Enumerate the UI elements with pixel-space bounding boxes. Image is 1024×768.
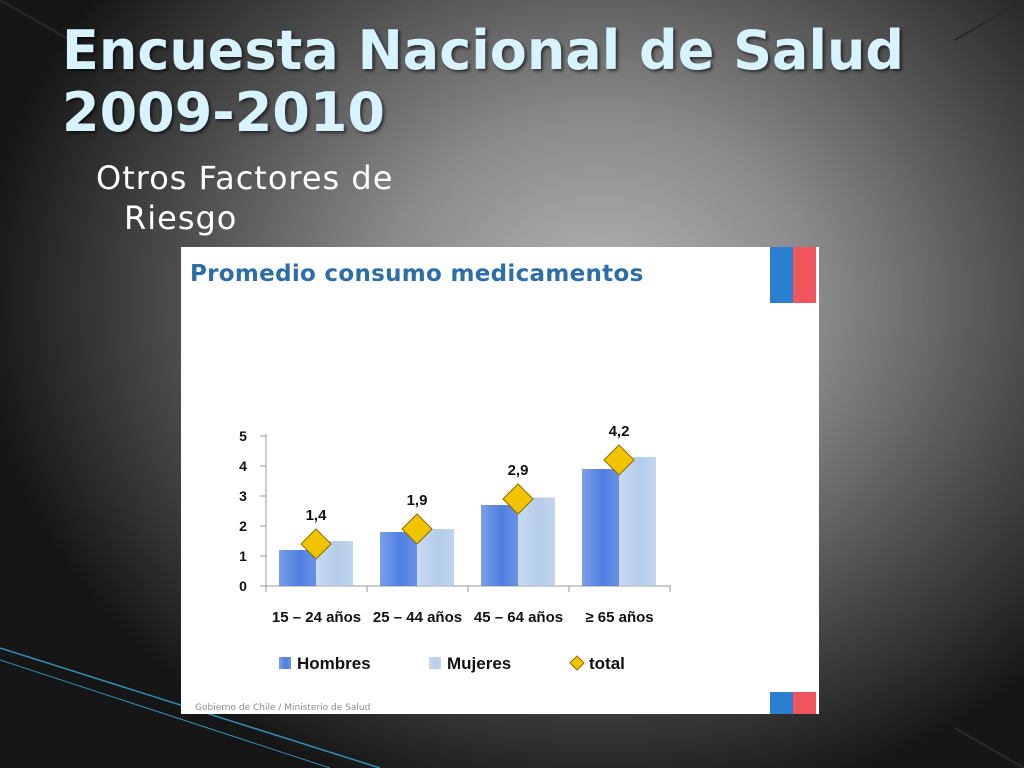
legend-label-total: total [589, 654, 625, 673]
y-tick-label: 2 [239, 518, 247, 534]
y-tick-label: 4 [239, 458, 247, 474]
legend-swatch-hombres [279, 657, 291, 669]
x-category-label: 25 – 44 años [373, 609, 462, 626]
flag-blue-stripe [770, 247, 793, 303]
flag-blue-stripe [770, 692, 793, 714]
x-category-label: 15 – 24 años [272, 609, 361, 626]
slide-subtitle: Otros Factores de Riesgo [96, 158, 476, 238]
flag-red-stripe [793, 692, 816, 714]
slide-subtitle-line1: Otros Factores de [96, 159, 394, 197]
footer-text: Gobierno de Chile / Ministerio de Salud [195, 703, 371, 713]
y-tick-label: 1 [239, 548, 247, 564]
flag-logo-bottom [770, 692, 816, 714]
legend-swatch-total [569, 655, 585, 671]
legend-label-hombres: Hombres [297, 654, 371, 673]
x-category-label: 45 – 64 años [474, 609, 563, 626]
legend-swatch-mujeres [429, 657, 441, 669]
bar-hombres [279, 550, 316, 586]
bar-hombres [481, 505, 518, 586]
y-tick-label: 3 [239, 488, 247, 504]
marker-total [401, 513, 433, 545]
flag-red-stripe [793, 247, 816, 303]
bar-hombres [380, 532, 417, 586]
bar-mujeres [619, 457, 656, 586]
legend-label-mujeres: Mujeres [447, 654, 511, 673]
marker-total [300, 528, 332, 560]
chart-title: Promedio consumo medicamentos [190, 261, 644, 287]
data-label-total: 2,9 [508, 462, 529, 479]
y-tick-label: 5 [239, 428, 247, 444]
chart-panel: Promedio consumo medicamentos Gobierno d… [181, 247, 819, 714]
flag-logo-top [770, 247, 816, 303]
slide-title: Encuesta Nacional de Salud 2009-2010 [62, 20, 962, 144]
bar-mujeres [518, 497, 555, 586]
slide-subtitle-line2: Riesgo [124, 199, 238, 237]
marker-total [502, 483, 534, 515]
x-category-label: ≥ 65 años [585, 609, 653, 626]
slide-title-line2: 2009-2010 [62, 81, 385, 144]
bar-hombres [582, 469, 619, 586]
bar-chart: 0 1 2 3 4 5 15 – 24 años 25 – 44 años 45 – 64 añ… [239, 423, 671, 673]
data-label-total: 1,4 [306, 507, 328, 524]
slide-title-line1: Encuesta Nacional de Salud [62, 19, 905, 82]
data-label-total: 1,9 [407, 492, 428, 509]
data-label-total: 4,2 [609, 423, 630, 440]
marker-total [603, 444, 635, 476]
y-tick-label: 0 [239, 578, 247, 594]
